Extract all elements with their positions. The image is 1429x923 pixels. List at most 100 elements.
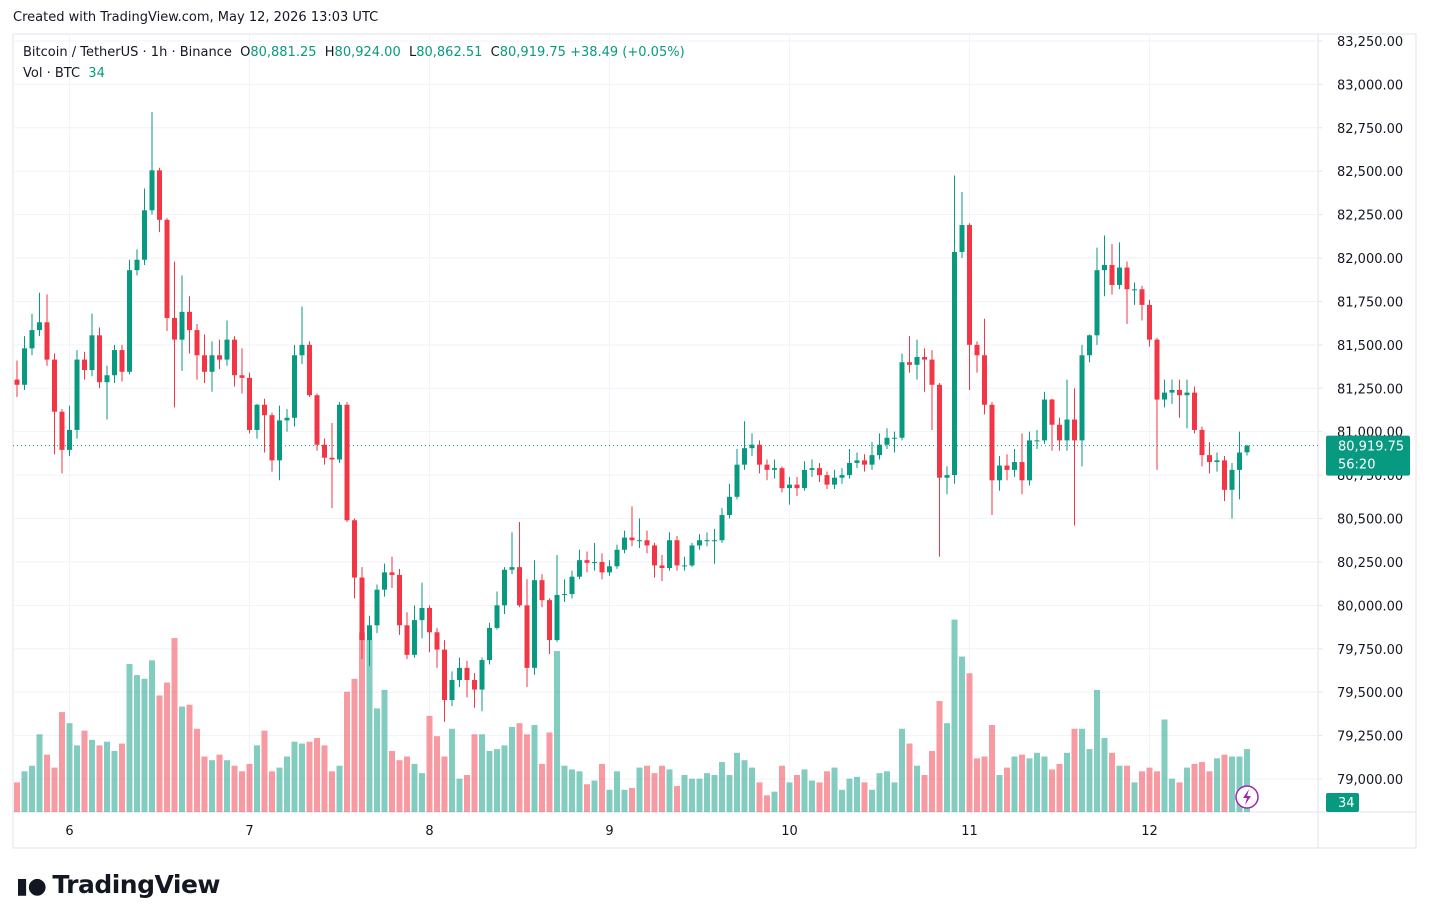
volume-bar bbox=[434, 736, 440, 812]
candle-body bbox=[1184, 392, 1190, 396]
volume-bar bbox=[164, 682, 170, 812]
volume-bar bbox=[494, 749, 500, 812]
candle-body bbox=[397, 574, 402, 626]
volume-bar bbox=[996, 775, 1003, 812]
candle-body bbox=[802, 469, 807, 489]
volume-bar bbox=[824, 771, 830, 812]
volume-value: 34 bbox=[88, 66, 105, 81]
legend-row: Bitcoin / TetherUS · 1h · Binance O80,88… bbox=[23, 45, 685, 60]
volume-bar bbox=[411, 763, 418, 812]
y-tick-label: 81,250.00 bbox=[1337, 382, 1403, 397]
volume-bar bbox=[149, 660, 155, 812]
volume-bar bbox=[779, 765, 785, 812]
symbol: Bitcoin / TetherUS · 1h · Binance bbox=[23, 45, 232, 60]
x-tick-label: 9 bbox=[605, 824, 613, 839]
candle-body bbox=[899, 362, 905, 438]
candle-body bbox=[599, 561, 605, 573]
candle-body bbox=[224, 339, 230, 360]
volume-bar bbox=[29, 765, 35, 812]
y-tick-label: 79,250.00 bbox=[1337, 730, 1403, 745]
candle-body bbox=[952, 251, 957, 476]
volume-bar bbox=[261, 730, 268, 812]
volume-bar bbox=[1244, 749, 1250, 812]
candle-body bbox=[539, 580, 545, 601]
candle-body bbox=[487, 627, 492, 661]
volume-bar bbox=[989, 725, 995, 812]
candle-body bbox=[1094, 270, 1100, 336]
volume-bar bbox=[239, 771, 245, 812]
candle-body bbox=[959, 225, 965, 252]
volume-bar bbox=[929, 750, 935, 812]
volume-bar bbox=[1004, 767, 1010, 812]
candle-body bbox=[554, 594, 560, 641]
candle-body bbox=[59, 411, 65, 450]
candle-body bbox=[479, 660, 485, 690]
volume-bar bbox=[1079, 728, 1085, 812]
candle-body bbox=[862, 460, 867, 465]
logo-mark: ▮● bbox=[16, 874, 47, 899]
ohlc-key: O bbox=[240, 45, 251, 60]
candle-body bbox=[127, 270, 132, 372]
volume-bar bbox=[1124, 765, 1130, 812]
candle-body bbox=[1147, 304, 1152, 340]
volume-bar bbox=[1056, 763, 1063, 812]
candle-body bbox=[674, 540, 680, 566]
candle-body bbox=[314, 395, 320, 445]
candle-body bbox=[1034, 440, 1040, 442]
volume-bar bbox=[854, 776, 860, 812]
ohlc-key: C bbox=[490, 45, 500, 60]
volume-bar bbox=[831, 767, 838, 812]
candle-body bbox=[307, 344, 312, 396]
volume-bar bbox=[81, 730, 88, 812]
candle-body bbox=[562, 594, 567, 596]
volume-bar bbox=[1146, 767, 1153, 812]
volume-bar bbox=[794, 775, 800, 812]
volume-bar bbox=[224, 760, 230, 812]
ohlc-value: 80,881.25 bbox=[250, 45, 317, 60]
volume-bar bbox=[366, 639, 373, 812]
volume-bar bbox=[51, 767, 58, 812]
volume-bar bbox=[666, 769, 673, 812]
candle-body bbox=[689, 545, 695, 566]
candle-body bbox=[1042, 399, 1047, 441]
candle-body bbox=[1072, 419, 1077, 441]
price-badge bbox=[1326, 435, 1410, 476]
volume-bar bbox=[1116, 765, 1123, 812]
candle-body bbox=[472, 680, 477, 690]
volume-bar bbox=[1214, 758, 1220, 812]
x-tick-label: 7 bbox=[245, 824, 253, 839]
candle-body bbox=[764, 464, 770, 470]
change: +38.49 (+0.05%) bbox=[570, 45, 685, 60]
candle-body bbox=[712, 540, 717, 542]
replay-icon[interactable] bbox=[1235, 785, 1259, 809]
volume-bar bbox=[516, 723, 523, 812]
candle-body bbox=[914, 357, 920, 365]
volume-bar bbox=[89, 739, 95, 812]
candle-body bbox=[667, 540, 672, 569]
volume-bar bbox=[299, 743, 305, 812]
volume-bar bbox=[1131, 782, 1138, 812]
volume-bar bbox=[509, 726, 515, 812]
candle-body bbox=[442, 649, 447, 700]
volume-bar bbox=[1176, 782, 1183, 812]
candle-body bbox=[1102, 264, 1107, 271]
volume-bar bbox=[981, 756, 988, 812]
volume-bar bbox=[216, 754, 223, 812]
candle-body bbox=[172, 317, 177, 340]
candle-body bbox=[794, 484, 800, 489]
volume-bar bbox=[321, 745, 328, 812]
volume-bar bbox=[389, 750, 395, 812]
candle-body bbox=[67, 429, 72, 450]
volume-bar bbox=[689, 778, 695, 812]
candle-body bbox=[209, 355, 215, 372]
candle-body bbox=[299, 344, 305, 356]
candle-body bbox=[404, 625, 410, 655]
volume-bar bbox=[1154, 771, 1160, 812]
volume-bar bbox=[839, 789, 845, 812]
volume-bar bbox=[96, 745, 103, 812]
y-tick-label: 82,000.00 bbox=[1337, 252, 1403, 267]
volume-bar bbox=[809, 780, 815, 812]
candle-body bbox=[329, 457, 335, 460]
candle-body bbox=[217, 355, 222, 360]
